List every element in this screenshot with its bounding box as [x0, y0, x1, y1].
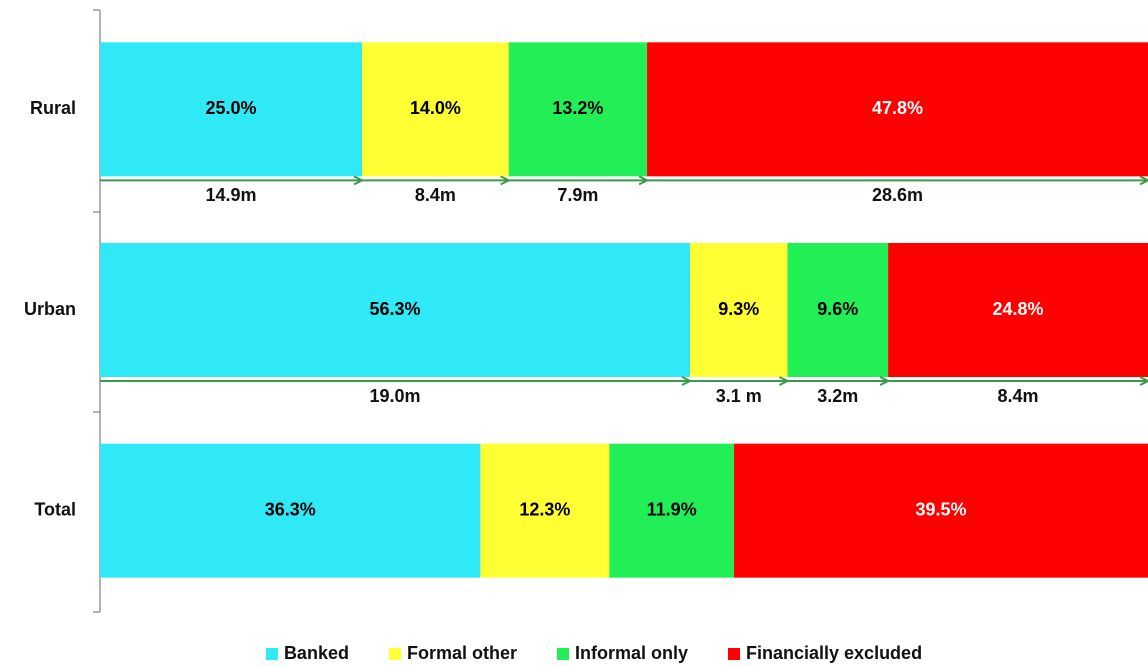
bar-segment [362, 42, 509, 177]
value-label: 39.5% [915, 499, 966, 519]
value-label: 9.6% [817, 299, 858, 319]
y-tick-label: Urban [24, 299, 76, 319]
bar-segment [609, 443, 735, 578]
bar-segment [647, 42, 1148, 177]
legend: Banked Formal other Informal only Financial… [265, 643, 922, 663]
legend-swatch [728, 648, 740, 660]
bar-segment [888, 243, 1148, 377]
value-label: 12.3% [519, 499, 570, 519]
value-label: 11.9% [647, 499, 697, 519]
value-label: 13.2% [552, 98, 603, 118]
value-label: 9.3% [718, 299, 759, 319]
legend-swatch [265, 648, 278, 660]
value-label: 36.3% [265, 499, 316, 519]
bar-segment [734, 443, 1148, 578]
bar-segment [787, 243, 889, 377]
legend-label: Informal only [575, 643, 688, 663]
bar-segment [508, 42, 648, 177]
axis-frame [93, 9, 101, 613]
count-label: 8.4m [998, 386, 1039, 406]
y-tick-label: Total [34, 499, 76, 519]
bar-segment [480, 443, 610, 578]
legend-label: Banked [284, 643, 349, 663]
count-label: 19.0m [369, 386, 420, 406]
count-label: 8.4m [415, 185, 456, 205]
bar-segment [100, 443, 481, 578]
legend-label: Financially excluded [746, 643, 922, 663]
value-label: 56.3% [369, 299, 420, 319]
bar-segment [100, 42, 362, 177]
value-label: 47.8% [872, 98, 923, 118]
bar-segment [100, 243, 691, 377]
value-label: 25.0% [205, 98, 256, 118]
y-tick-label: Rural [30, 98, 76, 118]
count-label: 7.9m [557, 185, 598, 205]
count-label: 3.2m [817, 386, 858, 406]
legend-swatch [556, 648, 569, 660]
arrow-head [1139, 175, 1148, 186]
arrow-head [1139, 376, 1148, 386]
count-label: 28.6m [872, 185, 923, 205]
count-label: 14.9m [205, 185, 256, 205]
legend-label: Formal other [407, 643, 517, 663]
value-label: 24.8% [993, 299, 1044, 319]
legend-swatch [388, 648, 401, 660]
value-label: 14.0% [410, 98, 461, 118]
bar-segment [690, 243, 788, 377]
count-label: 3.1 m [716, 386, 762, 406]
